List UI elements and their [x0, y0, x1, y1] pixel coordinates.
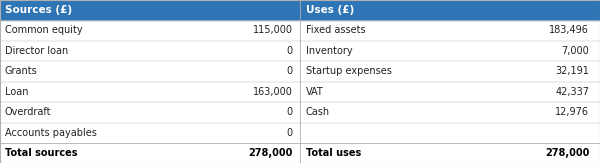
Text: Grants: Grants: [5, 66, 38, 76]
Text: Total sources: Total sources: [5, 148, 77, 158]
Text: 115,000: 115,000: [253, 25, 293, 35]
Text: Startup expenses: Startup expenses: [306, 66, 392, 76]
Text: Loan: Loan: [5, 87, 28, 97]
Text: 0: 0: [287, 46, 293, 56]
Text: Director loan: Director loan: [5, 46, 68, 56]
Text: Fixed assets: Fixed assets: [306, 25, 365, 35]
Text: 7,000: 7,000: [562, 46, 589, 56]
Text: 0: 0: [287, 107, 293, 117]
Text: Inventory: Inventory: [306, 46, 353, 56]
Text: 0: 0: [287, 128, 293, 138]
Text: Common equity: Common equity: [5, 25, 82, 35]
Text: 183,496: 183,496: [550, 25, 589, 35]
Text: Cash: Cash: [306, 107, 330, 117]
Text: 42,337: 42,337: [555, 87, 589, 97]
Text: Uses (£): Uses (£): [306, 5, 354, 15]
Text: 32,191: 32,191: [556, 66, 589, 76]
Text: Accounts payables: Accounts payables: [5, 128, 97, 138]
Text: 278,000: 278,000: [248, 148, 293, 158]
Text: Sources (£): Sources (£): [5, 5, 72, 15]
Text: 278,000: 278,000: [545, 148, 589, 158]
Text: Total uses: Total uses: [306, 148, 361, 158]
Text: 163,000: 163,000: [253, 87, 293, 97]
Text: 0: 0: [287, 66, 293, 76]
Text: 12,976: 12,976: [555, 107, 589, 117]
Text: Overdraft: Overdraft: [5, 107, 52, 117]
Bar: [0, 0, 600, 20]
Text: VAT: VAT: [306, 87, 324, 97]
